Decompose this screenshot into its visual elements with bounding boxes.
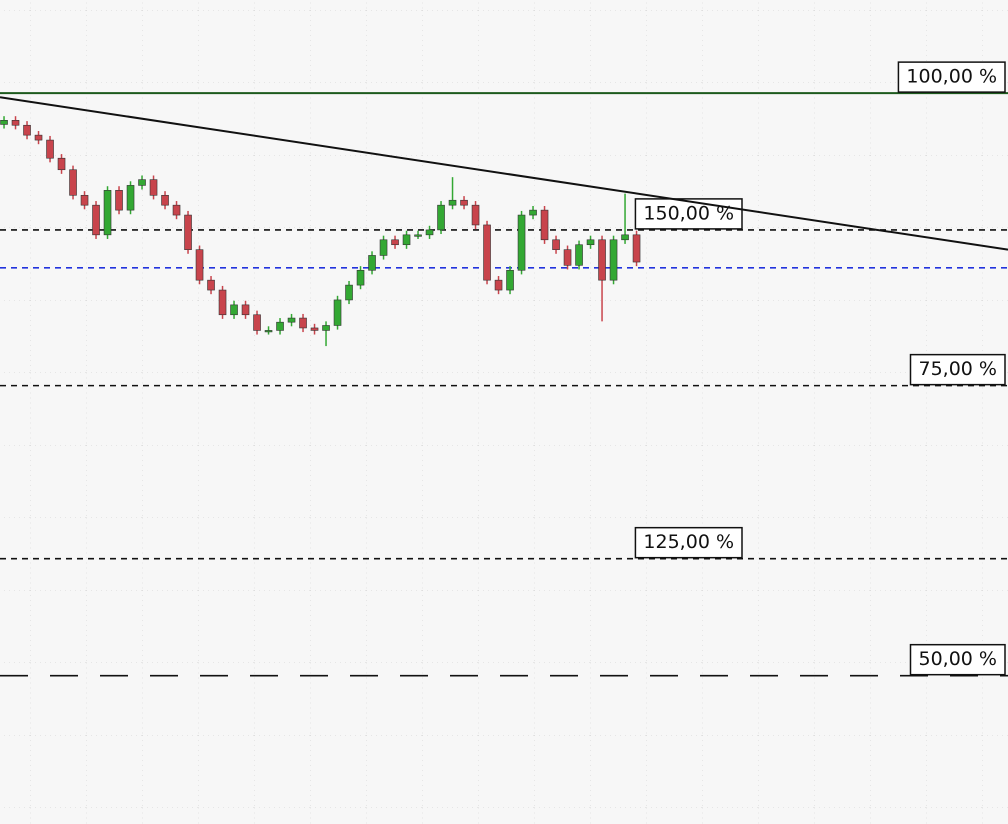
candle-body [276,321,284,331]
candle-body [379,239,388,256]
candle-body [368,255,376,271]
candle-body [195,249,204,281]
candle-body [172,204,181,216]
candle-body [46,139,54,159]
candle-body [161,194,169,206]
candle-body [264,330,273,333]
candle-body [0,120,8,125]
candle-body [506,269,514,291]
candle-body [23,124,31,136]
candle-body [391,239,399,246]
candle-body [207,279,215,291]
candle-body [103,190,112,236]
candle-body [218,289,227,316]
candle-body [34,134,43,141]
candle-body [322,325,330,331]
candle-body [253,314,261,331]
level-label: 50,00 % [919,648,998,670]
candle-body [575,244,583,266]
level-label-box [897,61,1006,93]
candle-body [184,214,192,250]
candle-body [517,214,526,271]
candle-body [414,234,422,237]
candle-body [598,239,606,281]
candle-body [529,209,537,216]
level-label-box [634,526,743,559]
candle-body [563,249,572,266]
candle-body [402,234,411,246]
candle-body [632,234,641,263]
candle-body [310,327,319,331]
candle-body [552,239,560,250]
level-label: 75,00 % [919,358,998,380]
level-label-box [909,353,1006,386]
candle-body [621,234,629,241]
candle-body [609,239,618,281]
candle-body [241,304,250,316]
candle-body [115,190,123,211]
candle-body [356,269,365,286]
candle-body [345,284,353,301]
candle-body [540,209,549,241]
level-label-box [634,198,743,230]
candle-body [586,239,595,246]
candle-body [460,199,468,206]
candle-body [494,279,503,291]
candle-body [80,194,89,206]
level-label: 125,00 % [643,531,734,553]
candle-body [299,317,307,329]
candle-body [92,204,100,236]
candle-body [230,304,238,316]
candle-body [287,317,296,323]
level-label-box [909,643,1006,676]
candle-body [425,229,434,236]
candle-body [483,224,491,281]
candle-body [69,169,77,196]
candle-body [57,157,66,171]
candle-body [138,179,146,186]
level-label: 150,00 % [643,202,734,224]
candle-body [149,179,158,196]
candle-body [11,120,20,126]
candle-body [448,199,457,206]
level-label: 100,00 % [906,66,997,88]
candle-body [333,299,342,326]
trend-line [0,96,1008,251]
candle-body [437,204,445,231]
candle-body [471,204,480,226]
candle-body [126,185,135,211]
